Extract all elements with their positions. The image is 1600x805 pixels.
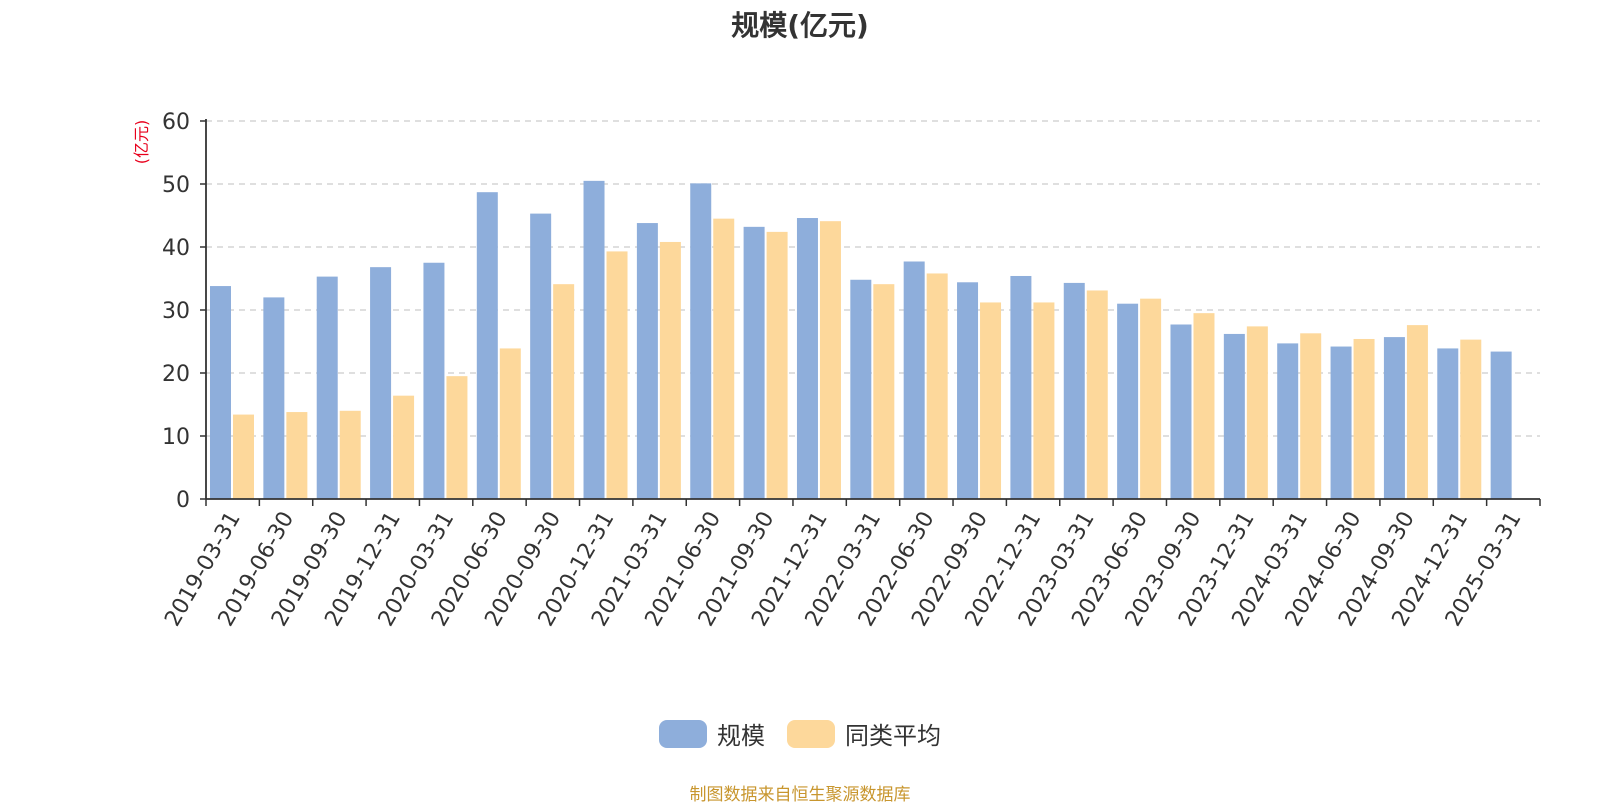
bar-scale — [743, 226, 765, 499]
bar-scale — [850, 279, 872, 499]
legend-swatch — [659, 719, 707, 748]
y-tick-label: 50 — [162, 173, 190, 198]
bar-peer-average — [1300, 333, 1322, 499]
y-axis-label: (亿元) — [132, 120, 151, 165]
y-tick-label: 40 — [162, 236, 190, 261]
bar-scale — [1223, 333, 1245, 499]
bar-scale — [1330, 346, 1352, 499]
bar-scale — [476, 192, 498, 499]
bar-scale — [957, 282, 979, 499]
legend-label: 规模 — [717, 722, 765, 750]
bar-peer-average — [1246, 326, 1268, 499]
bar-scale — [423, 262, 445, 499]
bar-scale — [903, 261, 925, 499]
bar-peer-average — [499, 348, 521, 499]
chart-title: 规模(亿元) — [731, 9, 869, 42]
bar-scale — [210, 286, 231, 499]
bar-scale — [1117, 303, 1139, 499]
bars — [210, 180, 1512, 500]
bar-scale — [530, 213, 552, 500]
bar-peer-average — [1193, 313, 1215, 499]
bar-peer-average — [1406, 325, 1428, 499]
bar-scale — [1170, 324, 1192, 499]
bar-scale — [796, 218, 818, 499]
bar-peer-average — [286, 412, 308, 499]
bar-scale — [1490, 351, 1512, 499]
source-note: 制图数据来自恒生聚源数据库 — [689, 785, 911, 805]
y-tick-label: 30 — [162, 299, 190, 324]
bar-peer-average — [873, 284, 895, 499]
bar-peer-average — [1140, 298, 1162, 499]
bar-peer-average — [1353, 338, 1375, 499]
bar-peer-average — [766, 231, 788, 499]
bar-scale — [690, 183, 712, 499]
bar-peer-average — [980, 302, 1002, 499]
bar-peer-average — [606, 251, 628, 499]
bar-peer-average — [393, 395, 415, 499]
bar-scale — [636, 223, 658, 499]
bar-peer-average — [553, 284, 575, 499]
bar-peer-average — [339, 410, 361, 499]
bar-peer-average — [446, 376, 468, 499]
y-tick-label: 10 — [162, 425, 190, 450]
y-tick-label: 20 — [162, 362, 190, 387]
bar-scale — [583, 180, 605, 499]
legend-swatch — [787, 719, 835, 748]
bar-scale — [1063, 282, 1085, 499]
legend-item-scale[interactable]: 规模 — [659, 716, 765, 751]
bar-peer-average — [926, 273, 948, 499]
bar-peer-average — [1086, 290, 1108, 499]
bar-scale — [1383, 337, 1405, 499]
bar-peer-average — [1033, 302, 1055, 499]
legend-item-peer-average[interactable]: 同类平均 — [787, 716, 941, 751]
legend: 规模 同类平均 — [0, 716, 1600, 751]
bar-peer-average — [713, 218, 735, 499]
bar-peer-average — [233, 414, 254, 499]
bar-scale — [1437, 348, 1459, 499]
bar-peer-average — [819, 221, 841, 500]
legend-label: 同类平均 — [845, 722, 941, 750]
bar-scale — [263, 297, 285, 499]
y-tick-label: 0 — [176, 488, 190, 513]
bar-peer-average — [659, 241, 681, 499]
bar-scale — [1277, 343, 1299, 499]
bar-scale — [1010, 275, 1032, 499]
y-tick-label: 60 — [162, 110, 190, 135]
bar-scale — [316, 276, 338, 499]
bar-scale — [370, 267, 392, 499]
bar-peer-average — [1460, 339, 1482, 499]
